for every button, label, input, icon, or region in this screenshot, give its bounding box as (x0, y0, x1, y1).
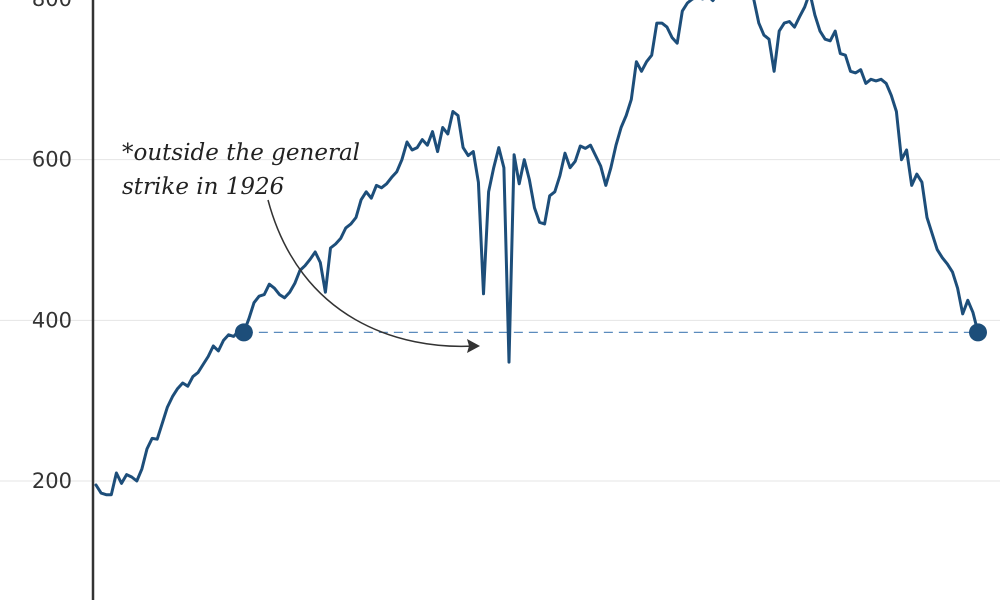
series-line (94, 0, 980, 497)
y-tick-label-600: 600 (32, 148, 72, 172)
annotation-arrow (267, 199, 475, 348)
start-marker (234, 323, 253, 342)
y-tick-label-200: 200 (32, 469, 72, 493)
end-marker (969, 323, 987, 342)
arrowhead-icon (467, 339, 480, 353)
annotation-line-1: *outside the general (122, 140, 360, 166)
annotation: *outside the general strike in 1926 (122, 140, 480, 353)
y-tick-label-400: 400 (32, 308, 72, 332)
y-tick-labels: 200 400 600 800 (32, 0, 72, 493)
gridlines (0, 159, 1000, 482)
y-tick-label-800: 800 (32, 0, 72, 11)
annotation-line-2: strike in 1926 (122, 174, 284, 200)
